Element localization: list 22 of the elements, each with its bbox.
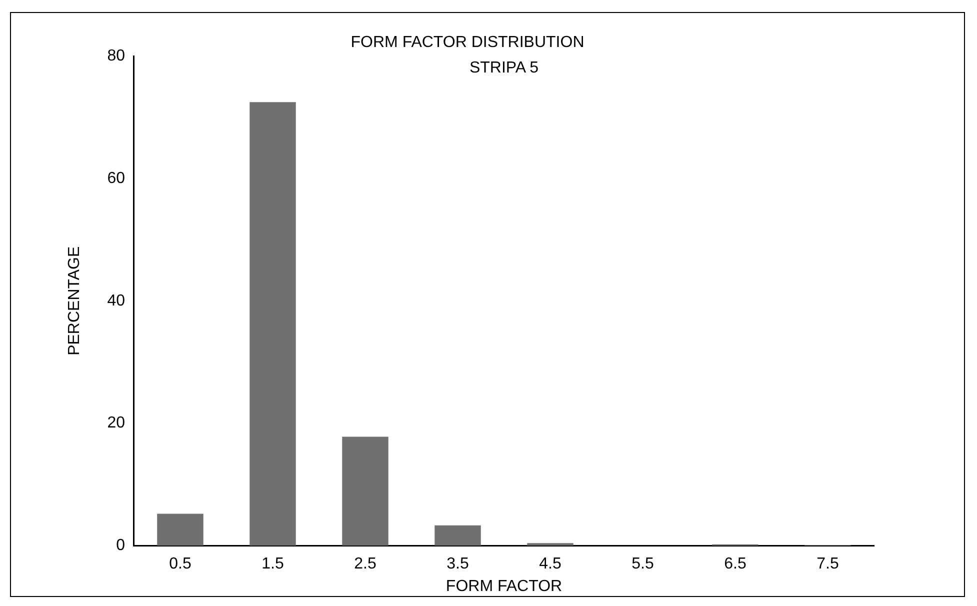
x-tick-label: 2.5	[354, 556, 376, 573]
bar	[527, 543, 574, 546]
bar	[250, 102, 296, 546]
x-tick-label: 5.5	[632, 556, 654, 573]
y-axis-title: PERCENTAGE	[66, 246, 84, 356]
y-tick-label: 20	[107, 414, 126, 432]
x-tick-label: 4.5	[539, 556, 562, 573]
y-tick-label: 0	[116, 537, 126, 554]
bar	[342, 436, 388, 546]
chart-title: FORM FACTOR DISTRIBUTION	[350, 34, 584, 52]
bar	[157, 514, 204, 546]
x-tick-label: 7.5	[816, 556, 839, 573]
y-tick-label: 60	[107, 170, 126, 187]
x-tick-label: 3.5	[446, 556, 469, 573]
bar	[434, 525, 481, 546]
y-tick-label: 40	[107, 292, 126, 310]
x-tick-label: 1.5	[262, 556, 284, 573]
x-axis-title: FORM FACTOR	[446, 578, 562, 595]
x-tick-label: 0.5	[169, 556, 192, 573]
chart-subtitle: STRIPA 5	[469, 60, 539, 77]
y-tick-label: 80	[107, 48, 126, 65]
x-tick-label: 6.5	[724, 556, 746, 573]
